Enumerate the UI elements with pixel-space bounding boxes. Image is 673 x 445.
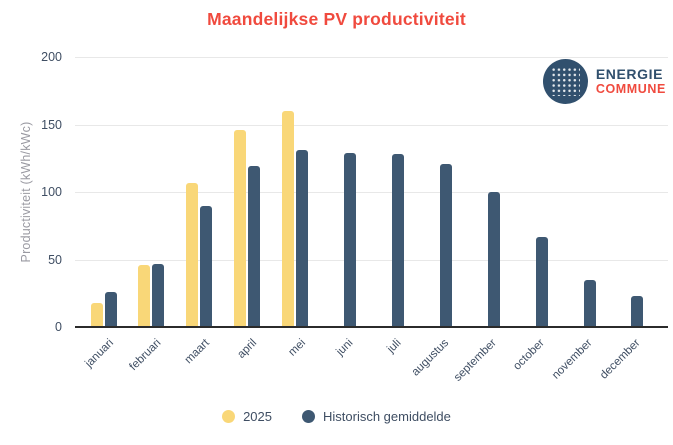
logo-dot-grid <box>550 67 580 96</box>
bar-historisch-gemiddelde-juni[interactable] <box>344 152 356 327</box>
legend-item-2025[interactable]: 2025 <box>222 409 272 424</box>
logo-dotted-circle-icon <box>542 59 588 104</box>
x-tick-label-augustus: augustus <box>409 337 452 379</box>
x-axis-line <box>75 326 668 328</box>
gridline-200 <box>75 57 668 58</box>
x-tick-label-juni: juni <box>334 337 356 359</box>
legend-label-historisch-gemiddelde: Historisch gemiddelde <box>323 409 451 424</box>
x-tick-label-october: october <box>511 337 548 373</box>
y-tick-label-100: 100 <box>41 185 62 199</box>
bar-historisch-gemiddelde-februari[interactable] <box>152 263 165 327</box>
bar-historisch-gemiddelde-augustus[interactable] <box>439 163 452 327</box>
bar-2025-maart[interactable] <box>186 182 199 327</box>
logo-line-energie: ENERGIE <box>595 65 664 82</box>
gridline-100 <box>75 192 668 193</box>
bar-2025-februari[interactable] <box>138 264 151 327</box>
bar-historisch-gemiddelde-november[interactable] <box>583 279 596 327</box>
y-tick-label-50: 50 <box>48 252 62 267</box>
gridline-50 <box>75 259 668 261</box>
gridline-150 <box>75 124 668 126</box>
x-tick-label-september: september <box>452 337 500 384</box>
bar-2025-januari[interactable] <box>90 302 103 327</box>
legend-dot-historisch-gemiddelde <box>302 410 315 423</box>
x-tick-label-april: april <box>235 337 260 361</box>
legend-dot-2025 <box>222 410 236 423</box>
x-tick-label-november: november <box>550 337 595 382</box>
x-tick-label-februari: februari <box>127 337 164 374</box>
logo-text: ENERGIE COMMUNE <box>596 66 666 98</box>
y-tick-label-0: 0 <box>55 320 62 334</box>
bar-historisch-gemiddelde-mei[interactable] <box>296 150 309 327</box>
legend-label-2025: 2025 <box>243 409 272 424</box>
energie-commune-logo: ENERGIE COMMUNE <box>542 59 666 104</box>
chart-legend: 2025 Historisch gemiddelde <box>0 409 673 424</box>
x-tick-label-januari: januari <box>83 337 116 370</box>
y-tick-label-200: 200 <box>41 50 62 64</box>
x-tick-label-december: december <box>598 337 643 382</box>
bar-historisch-gemiddelde-maart[interactable] <box>200 205 213 327</box>
y-tick-label-150: 150 <box>41 117 62 132</box>
legend-item-historisch-gemiddelde[interactable]: Historisch gemiddelde <box>302 409 451 424</box>
bar-historisch-gemiddelde-october[interactable] <box>535 236 548 327</box>
x-tick-label-mei: mei <box>286 337 308 359</box>
bar-historisch-gemiddelde-april[interactable] <box>248 166 261 327</box>
x-tick-label-juli: juli <box>384 337 404 356</box>
bar-historisch-gemiddelde-september[interactable] <box>487 192 500 327</box>
chart-title: Maandelijkse PV productiviteit <box>207 9 466 29</box>
bar-2025-mei[interactable] <box>282 111 295 327</box>
bar-historisch-gemiddelde-juli[interactable] <box>391 154 404 327</box>
bar-historisch-gemiddelde-december[interactable] <box>631 295 644 327</box>
bar-2025-april[interactable] <box>234 129 247 327</box>
x-tick-label-maart: maart <box>182 337 212 367</box>
logo-line-commune: COMMUNE <box>595 82 666 97</box>
bar-historisch-gemiddelde-januari[interactable] <box>104 291 117 327</box>
